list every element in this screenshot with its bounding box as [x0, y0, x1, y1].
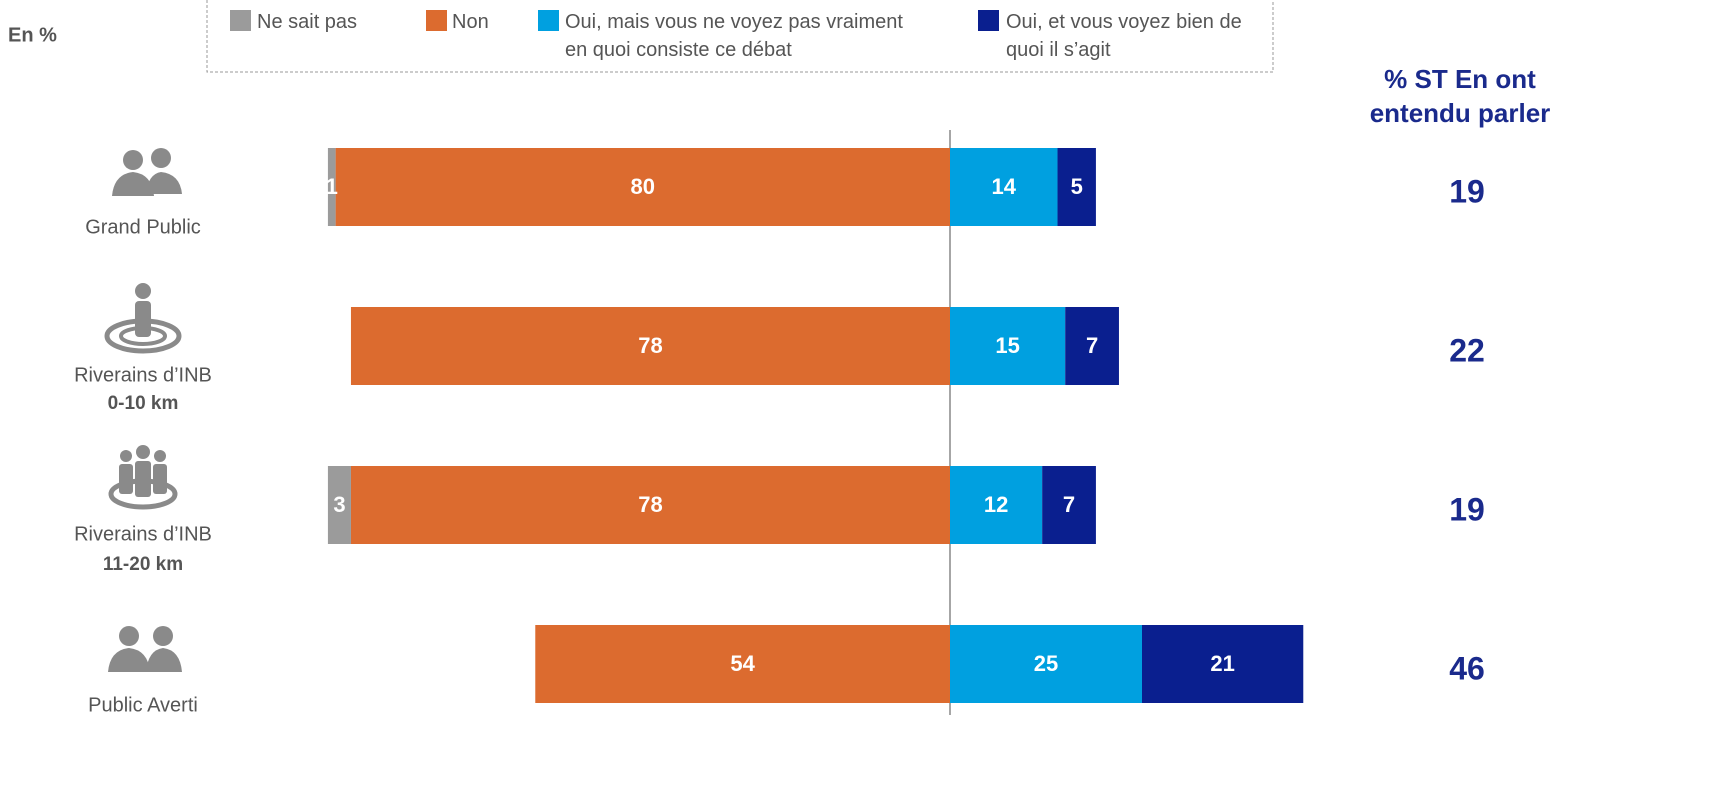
category-label: Public Averti [88, 694, 198, 716]
total-value: 46 [1449, 650, 1485, 686]
icon-public-averti [108, 626, 182, 672]
total-value: 19 [1449, 173, 1485, 209]
data-label: 25 [1034, 651, 1058, 676]
bar-segment [1057, 148, 1096, 226]
category-sublabel: 11-20 km [103, 554, 183, 575]
icon-riverains-2 [108, 445, 178, 510]
bar-segment [1042, 466, 1096, 544]
bar-segment [327, 148, 336, 226]
data-label: 12 [984, 492, 1008, 517]
data-label: 5 [1071, 174, 1083, 199]
bar-segment [950, 148, 1058, 226]
bar-segment [1142, 625, 1304, 703]
data-label: 78 [638, 492, 662, 517]
category-label: Riverains d’INB [74, 364, 212, 386]
bar-segment [950, 466, 1043, 544]
total-value: 22 [1449, 332, 1485, 368]
bar-segment [1065, 307, 1119, 385]
data-label: 15 [995, 333, 1019, 358]
legend-label: Oui, mais vous ne voyez pas vraiment en … [565, 11, 903, 61]
data-label: 80 [631, 174, 655, 199]
icon-riverains-1 [104, 283, 182, 354]
data-label: 1 [326, 174, 338, 199]
category-label: Grand Public [85, 216, 201, 238]
icon-grand-public [112, 148, 182, 196]
bar-segment [335, 148, 951, 226]
total-value: 19 [1449, 491, 1485, 527]
bar-segment [950, 307, 1066, 385]
data-label: 14 [992, 174, 1017, 199]
legend-box [206, 0, 1274, 73]
legend-label: Oui, et vous voyez bien de quoi il s’agi… [1006, 11, 1242, 61]
data-label: 54 [730, 651, 755, 676]
legend-swatch [230, 10, 251, 31]
data-label: 7 [1086, 333, 1098, 358]
data-label: 7 [1063, 492, 1075, 517]
category-sublabel: 0-10 km [108, 393, 179, 414]
legend-label: Ne sait pas [257, 11, 358, 33]
bar-segment [950, 625, 1142, 703]
bar-segment [350, 307, 951, 385]
legend-swatch [978, 10, 999, 31]
unit-label: En % [8, 24, 57, 46]
data-label: 3 [333, 492, 345, 517]
bar-segment [350, 466, 951, 544]
bar-segment [535, 625, 950, 703]
legend-swatch [538, 10, 559, 31]
totals-title: % ST En ont entendu parler [1369, 64, 1551, 128]
data-label: 78 [638, 333, 662, 358]
category-label: Riverains d’INB [74, 523, 212, 545]
legend-swatch [426, 10, 447, 31]
bar-segment [327, 466, 351, 544]
legend-label: Non [452, 11, 489, 33]
data-label: 21 [1210, 651, 1234, 676]
